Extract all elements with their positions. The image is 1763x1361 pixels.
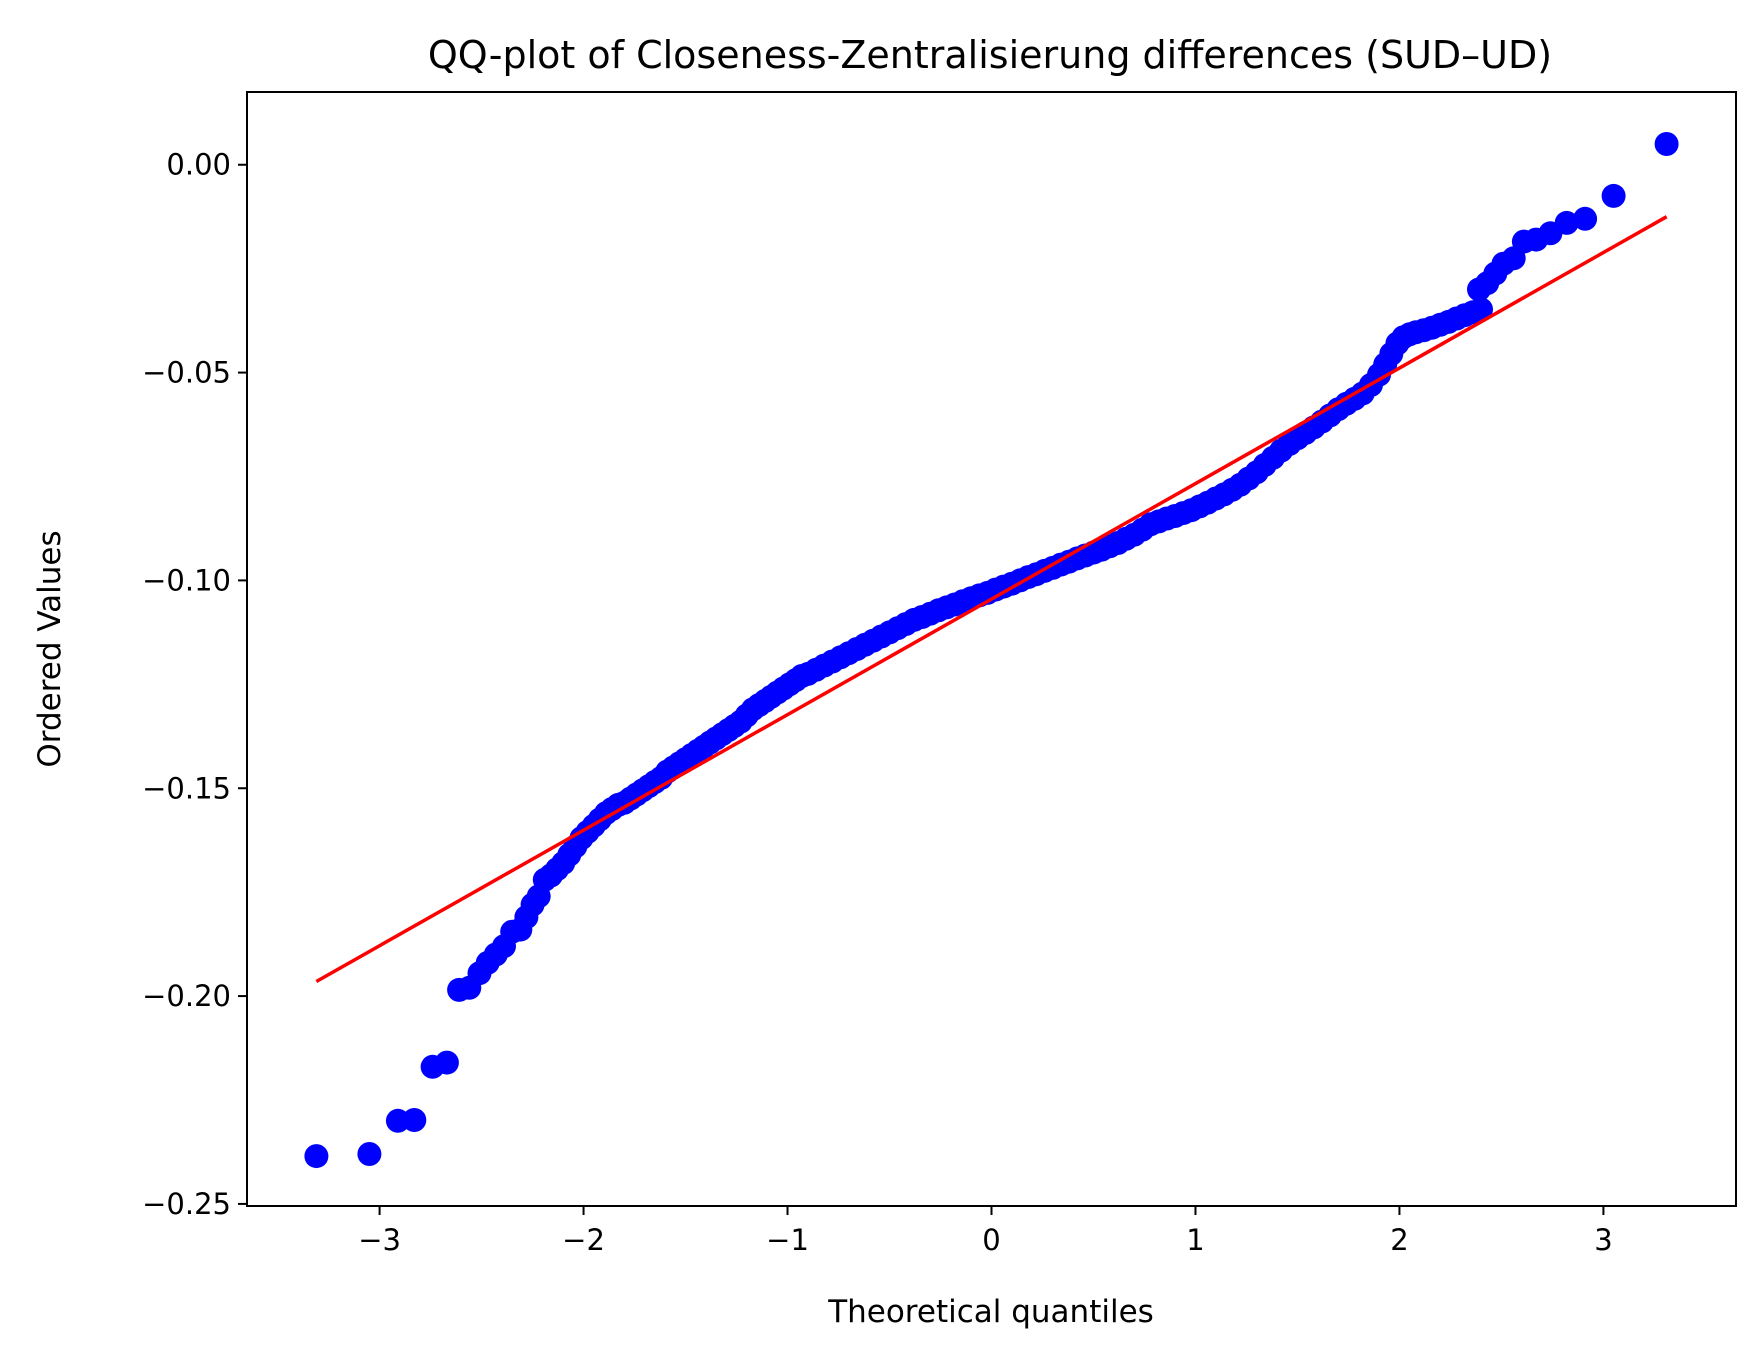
y-tick-label: −0.15 — [142, 771, 231, 805]
data-point-144 — [1469, 297, 1493, 322]
data-point-155 — [1601, 183, 1626, 208]
x-tick-label: −2 — [562, 1223, 605, 1257]
data-point-154 — [1573, 206, 1598, 231]
y-tick-label: −0.05 — [142, 356, 231, 390]
x-tick-label: 0 — [982, 1223, 1000, 1257]
y-axis-label: Ordered Values — [32, 530, 68, 767]
y-tick-label: −0.10 — [142, 563, 231, 597]
data-point-1 — [357, 1142, 382, 1166]
x-tick-label: −1 — [766, 1223, 809, 1257]
x-axis-label: Theoretical quantiles — [827, 1294, 1154, 1330]
y-tick-label: −0.20 — [142, 979, 231, 1013]
x-tick-label: 1 — [1186, 1223, 1204, 1257]
data-point-5 — [434, 1050, 459, 1075]
reference-line-layer — [315, 215, 1668, 984]
x-axis-ticks: −3 −2 −1 0 1 2 3 — [358, 1206, 1613, 1257]
reference-line — [315, 215, 1668, 984]
plot-area — [304, 132, 1679, 1169]
y-tick-label: 0.00 — [166, 148, 231, 182]
y-axis-ticks: 0.00 −0.05 −0.10 −0.15 −0.20 −0.25 — [142, 148, 247, 1221]
chart-title: QQ-plot of Closeness-Zentralisierung dif… — [428, 33, 1552, 77]
data-point-156 — [1654, 132, 1679, 156]
x-tick-label: −3 — [358, 1223, 401, 1257]
data-point-3 — [402, 1108, 427, 1132]
x-tick-label: 3 — [1594, 1223, 1612, 1257]
x-tick-label: 2 — [1390, 1223, 1408, 1257]
y-tick-label: −0.25 — [142, 1187, 231, 1221]
data-point-153 — [1554, 210, 1579, 235]
data-point-0 — [304, 1144, 329, 1169]
